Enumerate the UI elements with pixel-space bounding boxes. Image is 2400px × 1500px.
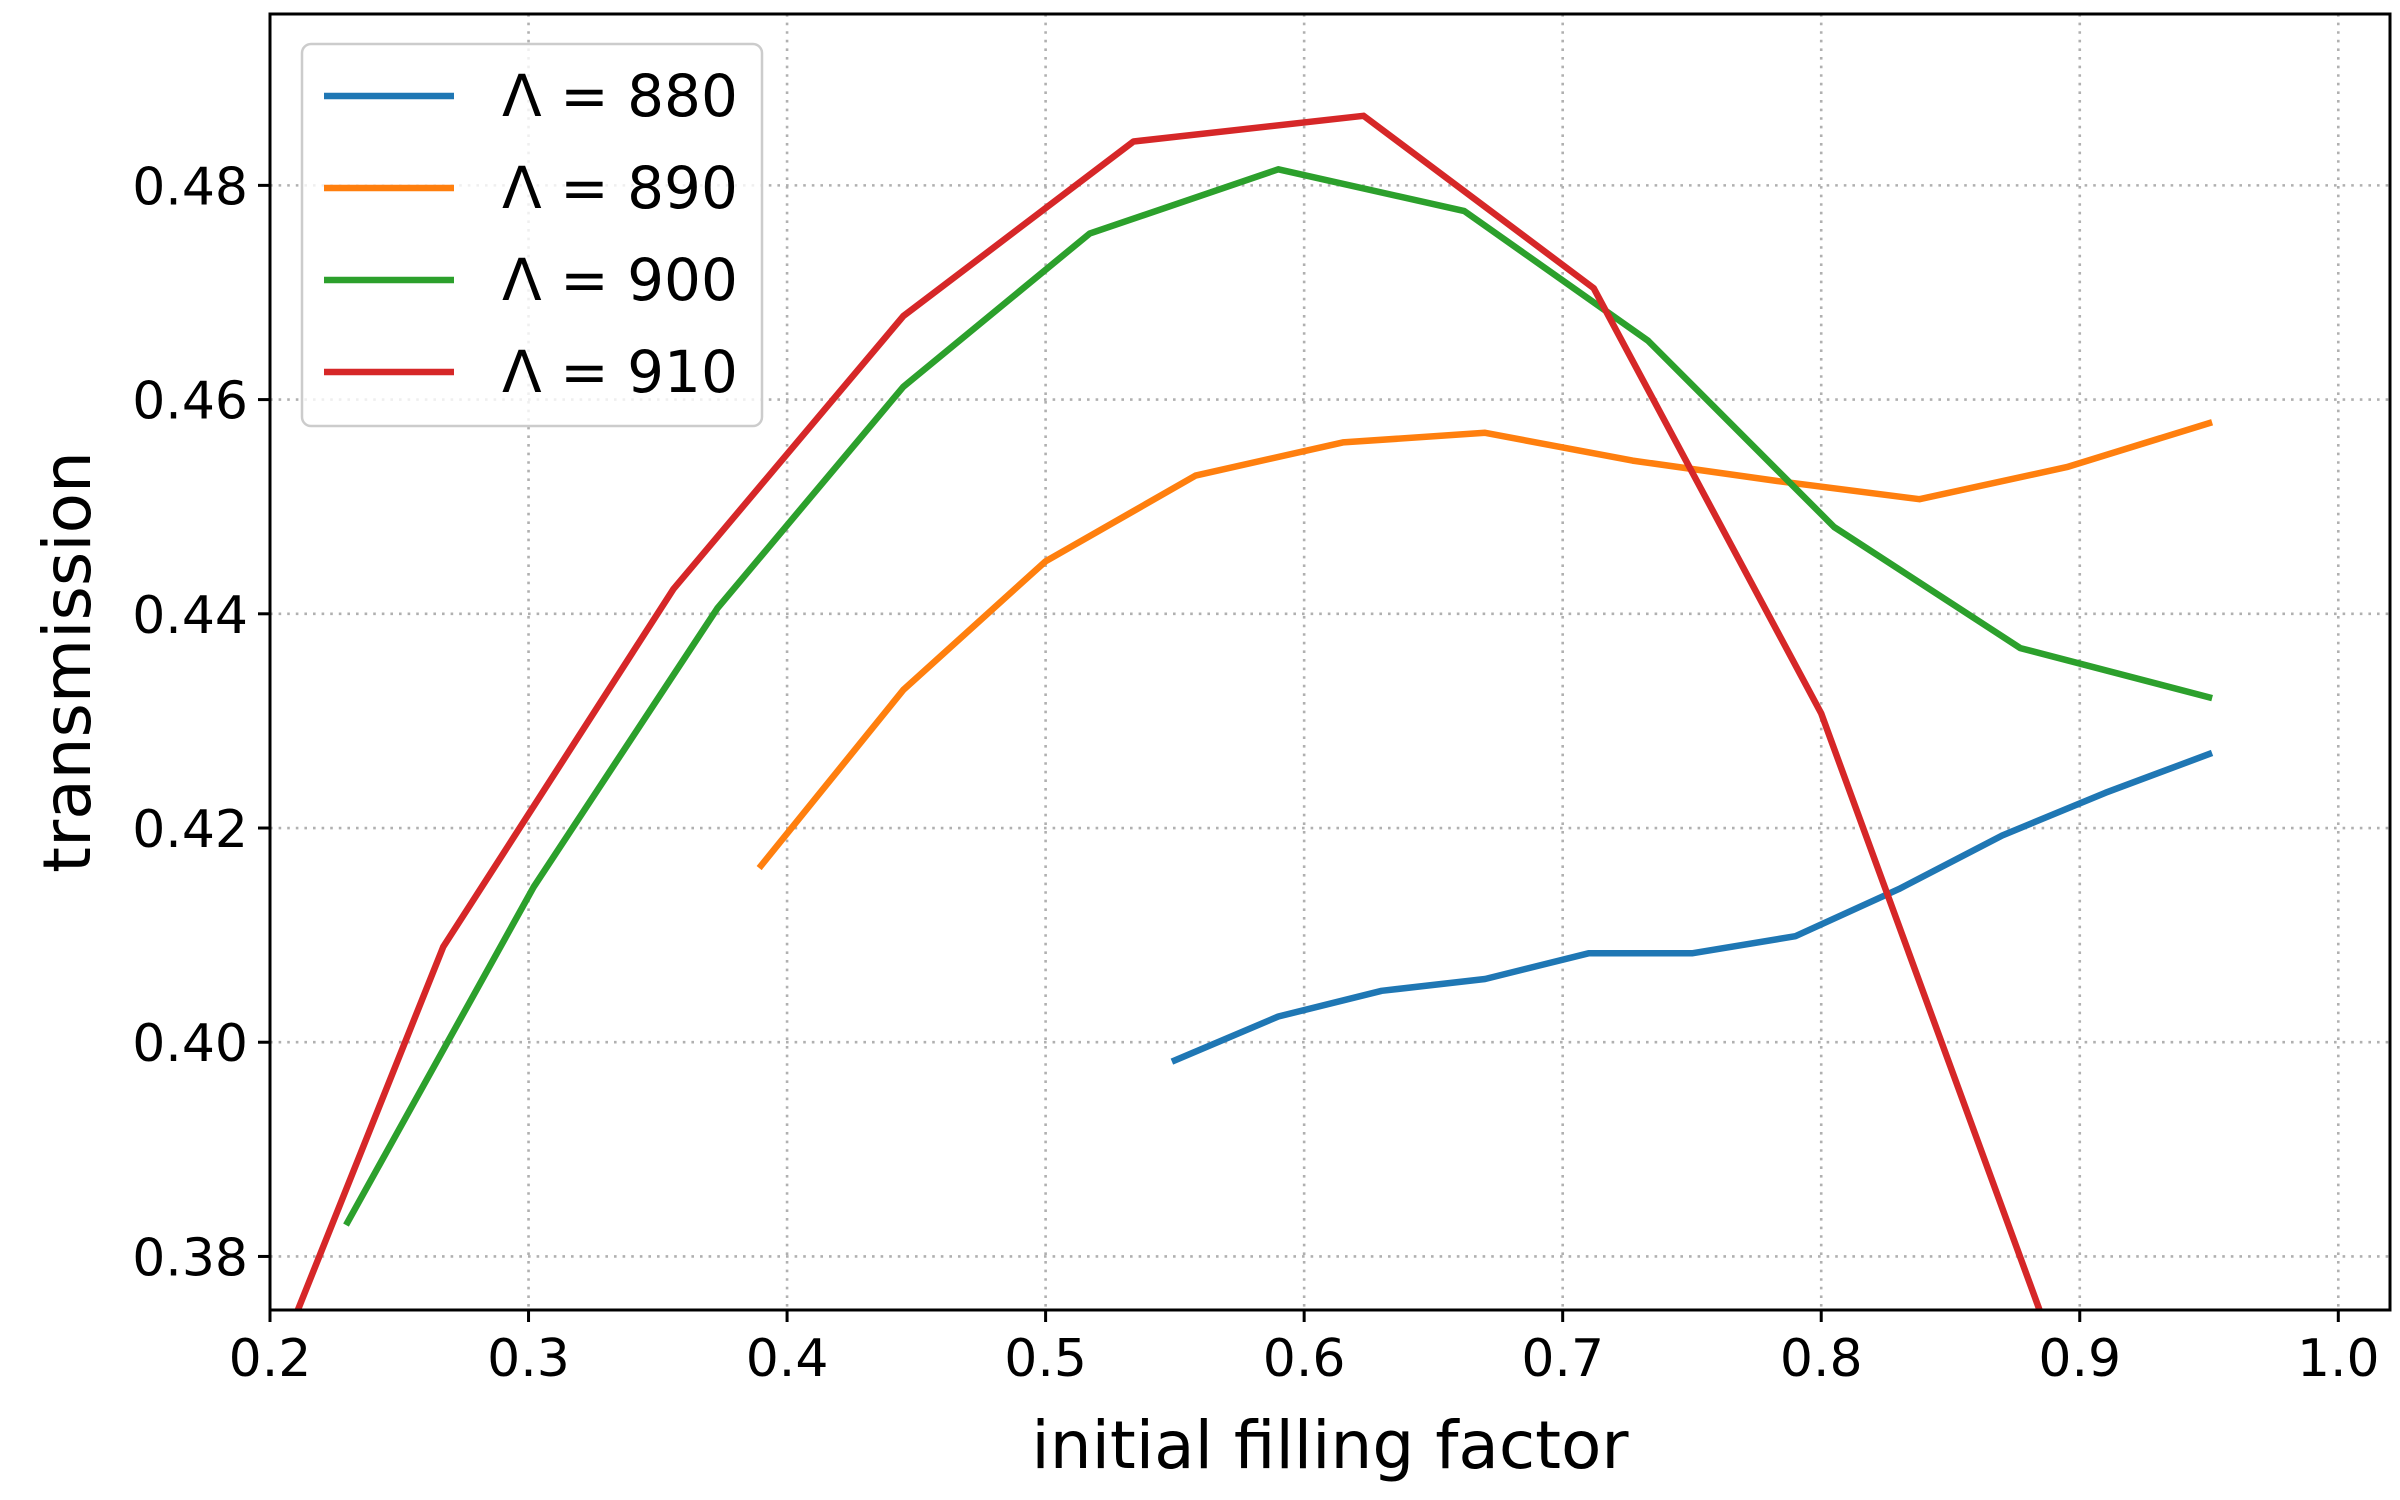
x-tick-label: 0.3 — [487, 1329, 570, 1389]
legend-box — [300, 42, 764, 428]
y-tick-label: 0.42 — [132, 800, 248, 860]
y-tick-label: 0.48 — [132, 157, 248, 217]
x-tick-labels: 0.2 0.3 0.4 0.5 0.6 0.7 0.8 0.9 1.0 — [229, 1329, 2380, 1389]
series-line-1 — [1170, 749, 2214, 1065]
x-tick-label: 0.8 — [1780, 1329, 1863, 1389]
grid — [268, 14, 2390, 1310]
legend-label-2: Λ = 890 — [502, 154, 738, 222]
series-line-4 — [294, 112, 2044, 1310]
x-axis-title: initial filling factor — [1031, 1407, 1629, 1484]
series-lines — [294, 112, 2214, 1310]
legend-label-4: Λ = 910 — [502, 338, 738, 406]
plot-frame — [268, 12, 2392, 1312]
y-tick-label: 0.40 — [132, 1014, 248, 1074]
series-line-3 — [343, 166, 2213, 1227]
legend-label-1: Λ = 880 — [502, 62, 738, 130]
y-tick-labels: 0.38 0.40 0.42 0.44 0.46 0.48 — [132, 157, 248, 1288]
x-tick-label: 1.0 — [2297, 1329, 2380, 1389]
y-tick-label: 0.38 — [132, 1228, 248, 1288]
x-tick-label: 0.4 — [746, 1329, 829, 1389]
legend-label-3: Λ = 900 — [502, 246, 738, 314]
legend: Λ = 880 Λ = 890 Λ = 900 Λ = 910 — [300, 42, 764, 428]
y-tick-label: 0.44 — [132, 586, 248, 646]
x-tick-label: 0.6 — [1263, 1329, 1346, 1389]
x-tick-label: 0.2 — [229, 1329, 312, 1389]
axis-ticks — [258, 183, 2340, 1322]
x-tick-label: 0.5 — [1004, 1329, 1087, 1389]
x-tick-label: 0.7 — [1521, 1329, 1604, 1389]
series-line-2 — [756, 419, 2214, 871]
y-axis-title: transmission — [29, 451, 106, 873]
x-tick-label: 0.9 — [2038, 1329, 2121, 1389]
y-tick-label: 0.46 — [132, 372, 248, 432]
